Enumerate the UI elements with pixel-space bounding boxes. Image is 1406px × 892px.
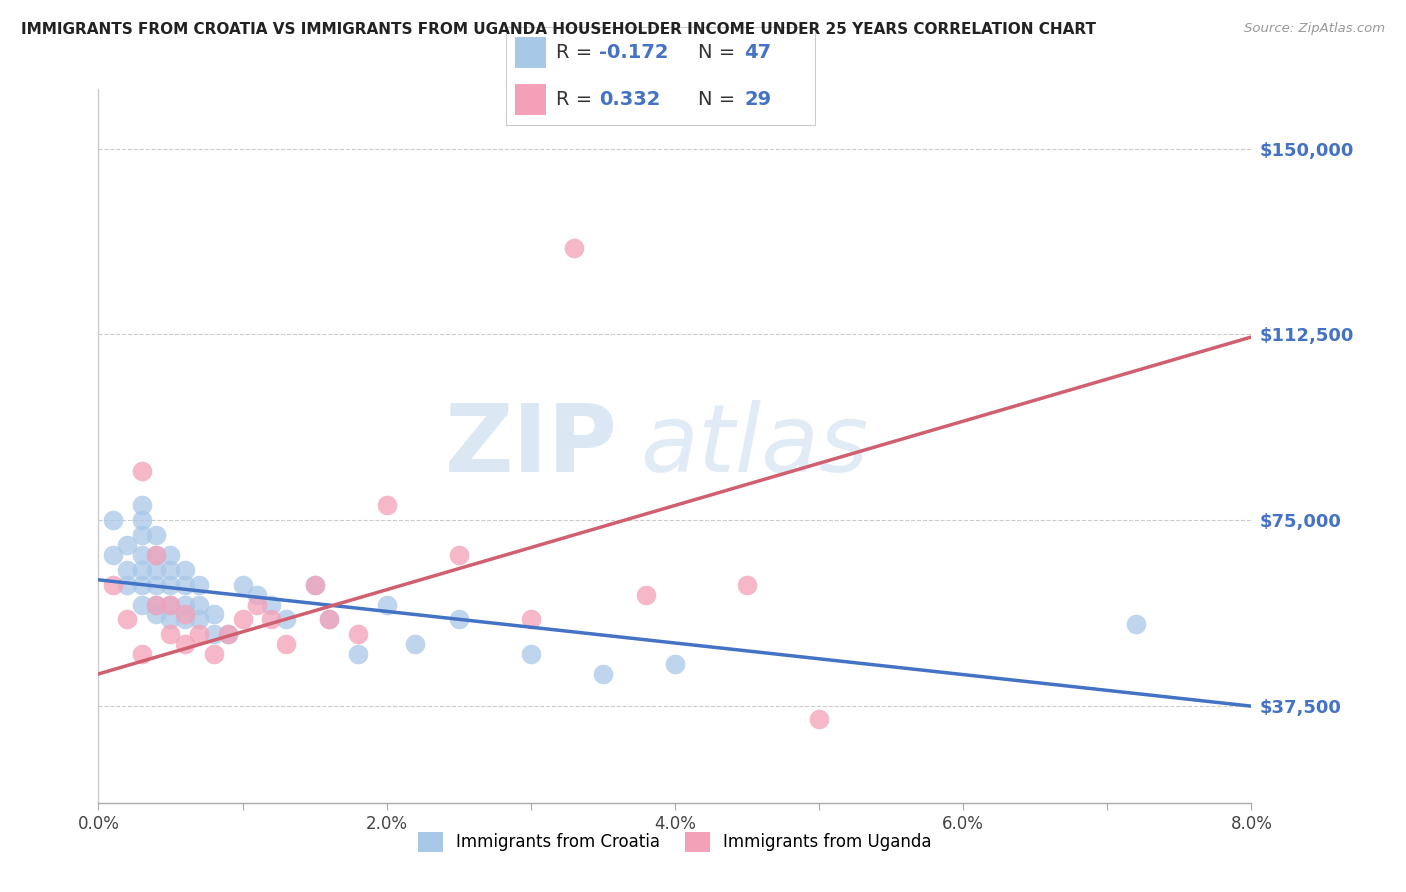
Point [145, 578, 167, 592]
Point [174, 637, 197, 651]
Point [808, 712, 831, 726]
Point [188, 598, 211, 612]
Point [304, 578, 326, 592]
Point [346, 627, 368, 641]
Text: 47: 47 [744, 43, 772, 62]
Point [346, 647, 368, 661]
Point [159, 627, 181, 641]
Point [664, 657, 686, 671]
Point [131, 563, 153, 577]
Bar [516, 84, 547, 115]
Point [188, 578, 211, 592]
Point [260, 598, 283, 612]
Point [117, 563, 139, 577]
Point [145, 563, 167, 577]
Point [131, 598, 153, 612]
Text: -0.172: -0.172 [599, 43, 668, 62]
Point [145, 548, 167, 562]
Point [375, 499, 398, 513]
Point [188, 612, 211, 626]
Point [159, 563, 181, 577]
Point [101, 578, 124, 592]
Point [131, 548, 153, 562]
Point [131, 578, 153, 592]
Point [159, 598, 181, 612]
Point [131, 528, 153, 542]
Point [202, 607, 225, 622]
Point [520, 612, 543, 626]
Text: N =: N = [697, 43, 741, 62]
Point [1125, 617, 1147, 632]
Point [117, 578, 139, 592]
Text: N =: N = [697, 90, 741, 109]
Point [131, 499, 153, 513]
Point [592, 667, 614, 681]
Point [159, 548, 181, 562]
Point [101, 513, 124, 527]
Point [375, 598, 398, 612]
Point [246, 598, 269, 612]
Point [159, 578, 181, 592]
Point [202, 647, 225, 661]
Point [304, 578, 326, 592]
Point [520, 647, 543, 661]
Text: 29: 29 [744, 90, 772, 109]
Point [562, 241, 585, 255]
Text: IMMIGRANTS FROM CROATIA VS IMMIGRANTS FROM UGANDA HOUSEHOLDER INCOME UNDER 25 YE: IMMIGRANTS FROM CROATIA VS IMMIGRANTS FR… [21, 22, 1097, 37]
Point [246, 588, 269, 602]
Point [145, 598, 167, 612]
Point [231, 612, 254, 626]
Point [145, 548, 167, 562]
Point [318, 612, 340, 626]
Point [174, 612, 197, 626]
Point [145, 598, 167, 612]
Point [174, 563, 197, 577]
Point [447, 548, 470, 562]
Point [274, 637, 297, 651]
Text: atlas: atlas [640, 401, 869, 491]
Legend: Immigrants from Croatia, Immigrants from Uganda: Immigrants from Croatia, Immigrants from… [411, 825, 939, 859]
Point [145, 528, 167, 542]
Text: Source: ZipAtlas.com: Source: ZipAtlas.com [1244, 22, 1385, 36]
Text: ZIP: ZIP [444, 400, 617, 492]
Point [447, 612, 470, 626]
Point [174, 578, 197, 592]
Point [217, 627, 239, 641]
Point [735, 578, 758, 592]
Point [117, 538, 139, 552]
Point [202, 627, 225, 641]
Bar [516, 37, 547, 68]
Point [145, 607, 167, 622]
Point [217, 627, 239, 641]
Text: 0.332: 0.332 [599, 90, 661, 109]
Point [131, 513, 153, 527]
Point [405, 637, 427, 651]
Point [131, 464, 153, 478]
Point [174, 598, 197, 612]
Point [131, 647, 153, 661]
Text: R =: R = [555, 43, 598, 62]
Text: R =: R = [555, 90, 598, 109]
Point [174, 607, 197, 622]
Point [117, 612, 139, 626]
Point [260, 612, 283, 626]
Point [101, 548, 124, 562]
Point [318, 612, 340, 626]
Point [159, 612, 181, 626]
Point [188, 627, 211, 641]
Point [231, 578, 254, 592]
Point [274, 612, 297, 626]
Point [636, 588, 658, 602]
Point [159, 598, 181, 612]
